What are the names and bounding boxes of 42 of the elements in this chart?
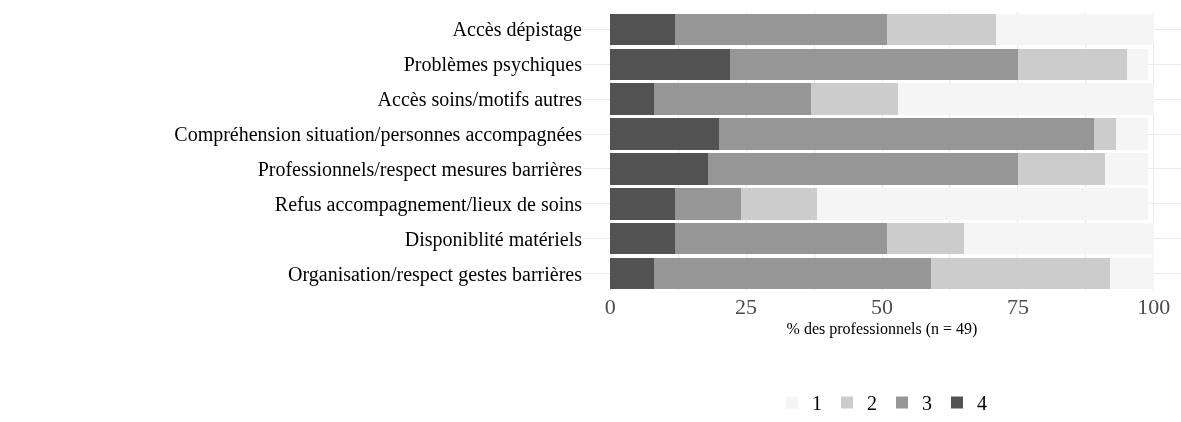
y-tick-label: Disponiblité matériels: [404, 227, 583, 251]
bar: [887, 222, 964, 255]
legend-label: 1: [812, 392, 822, 415]
bar: [675, 13, 888, 46]
x-tick-label: 75: [1006, 294, 1029, 319]
bar: [610, 257, 654, 290]
x-tick-label: 25: [735, 294, 758, 319]
legend-label: 3: [922, 392, 932, 415]
bar: [708, 153, 1018, 185]
bar: [930, 257, 1111, 290]
bar: [610, 83, 654, 115]
bar: [675, 222, 888, 255]
x-tick-label: 50: [871, 294, 893, 319]
bar: [653, 257, 931, 290]
x-tick-label: 0: [604, 294, 616, 319]
bar: [1017, 48, 1127, 81]
y-tick-label: Professionnels/respect mesures barrières: [257, 157, 583, 181]
y-tick-label: Refus accompagnement/lieux de soins: [274, 192, 583, 216]
bar: [610, 48, 730, 81]
bar: [610, 222, 676, 255]
bar: [1094, 118, 1116, 150]
bar: [740, 188, 817, 220]
bar: [729, 48, 1018, 81]
bar: [610, 153, 709, 185]
bar: [1017, 153, 1105, 185]
legend-label: 2: [867, 392, 877, 415]
y-tick-label: Compréhension situation/personnes accompagnées: [174, 123, 583, 147]
x-axis-title: % des professionnels (n = 49): [786, 319, 978, 338]
y-tick-label: Accès dépistage: [452, 18, 583, 42]
bar: [887, 13, 997, 46]
bar: [610, 13, 676, 46]
y-tick-label: Problèmes psychiques: [403, 53, 583, 77]
y-tick-label: Organisation/respect gestes barrières: [288, 262, 583, 286]
bar: [653, 83, 812, 115]
x-tick-label: 100: [1137, 294, 1171, 319]
bar: [610, 118, 719, 150]
y-tick-label: Accès soins/motifs autres: [377, 88, 583, 111]
bar: [675, 188, 741, 220]
bar: [811, 83, 899, 115]
legend-label: 4: [977, 392, 987, 415]
bar: [610, 188, 676, 220]
bar: [718, 118, 1095, 150]
